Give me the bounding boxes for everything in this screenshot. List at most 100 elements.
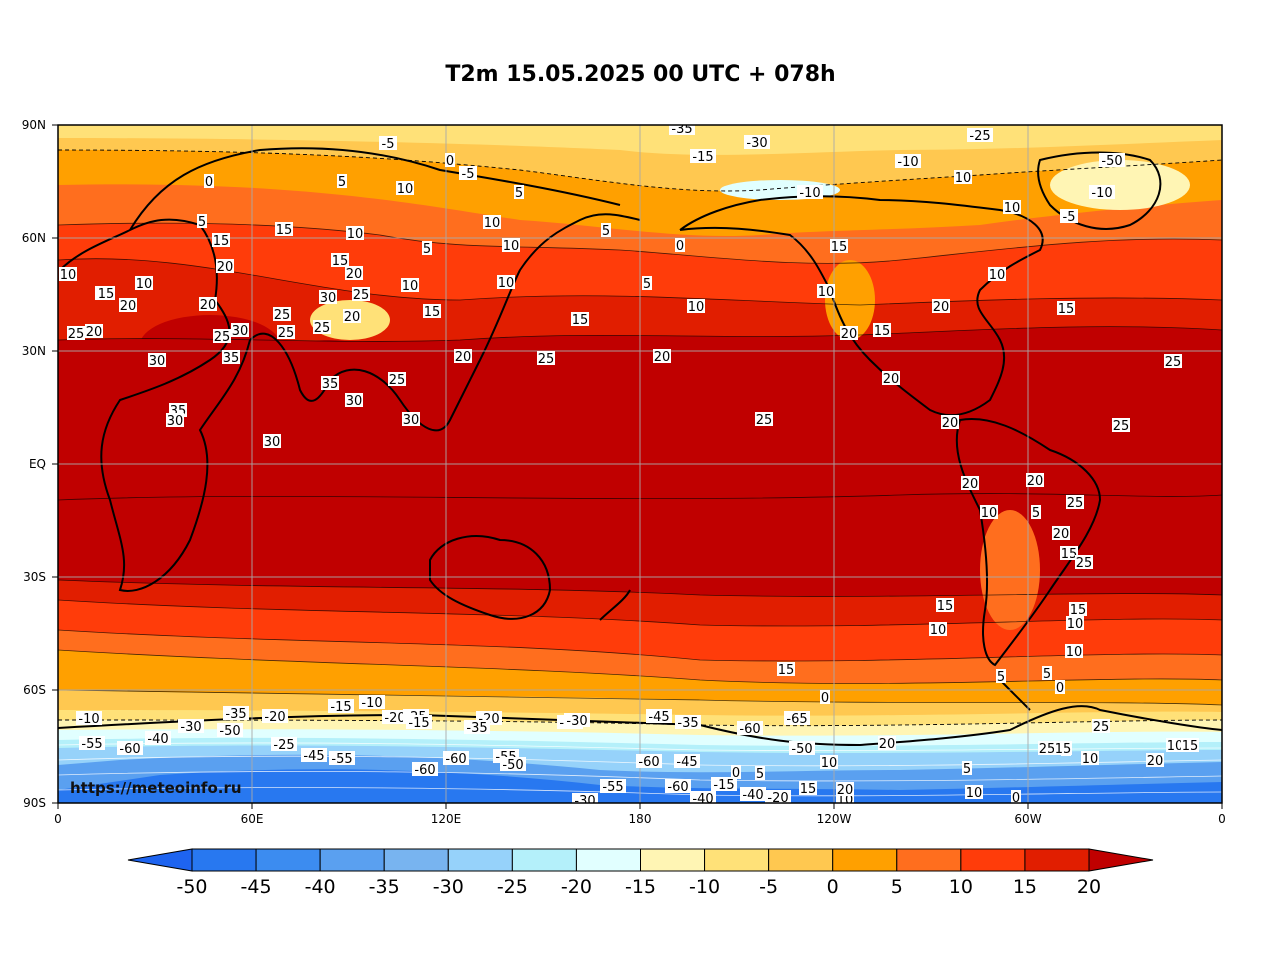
contour-value-label: -15: [692, 150, 713, 165]
contour-label-background: [737, 721, 763, 735]
contour-value-label: 20: [455, 350, 472, 365]
contour-label-background: [514, 185, 524, 199]
contour-value-label: 35: [223, 351, 240, 366]
contour-value-label: 0: [732, 766, 740, 781]
contour-value-label: -30: [566, 714, 587, 729]
colorbar-swatch: [704, 848, 770, 872]
contour-value-label: 15: [1070, 603, 1087, 618]
contour-value-label: 10: [989, 268, 1006, 283]
contour-value-label: -35: [225, 707, 246, 722]
contour-label-background: [965, 785, 983, 799]
contour-label-background: [882, 371, 900, 385]
contour-value-label: 30: [167, 414, 184, 429]
contour-value-label: 15: [332, 254, 349, 269]
contour-label-background: [359, 695, 385, 709]
contour-value-label: 15: [1055, 742, 1072, 757]
contour-value-label: -35: [466, 721, 487, 736]
lat-label: 60N: [21, 231, 46, 245]
contour-label-background: [820, 690, 830, 704]
contour-label-background: [352, 287, 370, 301]
colorbar-swatch: [1024, 848, 1090, 872]
contour-value-label: 15: [276, 223, 293, 238]
contour-label-background: [690, 791, 716, 803]
contour-label-background: [1166, 738, 1184, 752]
contour-label-background: [653, 349, 671, 363]
contour-value-label: 15: [874, 324, 891, 339]
contour-value-label: 25: [214, 330, 231, 345]
contour-value-label: 20: [942, 416, 959, 431]
contour-label-background: [836, 782, 854, 796]
contour-value-label: 25: [1165, 355, 1182, 370]
contour-value-label: -15: [408, 716, 429, 731]
contour-value-label: 15: [98, 287, 115, 302]
contour-value-label: 10: [837, 793, 854, 808]
contour-value-label: -15: [330, 700, 351, 715]
contour-value-label: -5: [382, 137, 395, 152]
contour-label-background: [674, 754, 700, 768]
contour-label-background: [537, 351, 555, 365]
contour-label-background: [388, 372, 406, 386]
contour-label-background: [731, 765, 741, 779]
contour-value-label: 30: [232, 324, 249, 339]
contour-value-label: 20: [217, 260, 234, 275]
contour-value-label: -65: [786, 712, 807, 727]
contour-label-background: [765, 790, 791, 803]
contour-label-background: [572, 793, 598, 803]
colorbar-swatch: [768, 848, 834, 872]
contour-label-background: [483, 215, 501, 229]
contour-value-label: -30: [180, 720, 201, 735]
colorbar-min-arrow: [127, 848, 193, 872]
contour-label-background: [755, 412, 773, 426]
contour-value-label: -10: [1091, 186, 1112, 201]
contour-value-label: -55: [81, 737, 102, 752]
lat-label: EQ: [28, 457, 46, 471]
lon-label: 120E: [430, 812, 462, 826]
colorbar-tick-label: -5: [759, 876, 779, 898]
contour-value-label: 5: [423, 242, 431, 257]
contour-label-background: [396, 181, 414, 195]
colorbar-swatch: [383, 848, 449, 872]
contour-label-background: [59, 267, 77, 281]
contour-value-label: 20: [841, 327, 858, 342]
contour-label-background: [962, 761, 972, 775]
contour-value-label: -50: [791, 742, 812, 757]
contour-label-background: [76, 711, 102, 725]
lat-label: 30N: [21, 344, 46, 358]
contour-value-label: 10: [930, 623, 947, 638]
contour-value-label: -25: [969, 129, 990, 144]
contour-value-label: 10: [498, 276, 515, 291]
contour-label-background: [830, 239, 848, 253]
contour-label-background: [321, 376, 339, 390]
contour-label-background: [1038, 741, 1056, 755]
contour-label-background: [145, 731, 171, 745]
contour-label-background: [217, 723, 243, 737]
contour-value-label: -40: [742, 788, 763, 803]
contour-label-background: [817, 284, 835, 298]
contour-label-background: [445, 153, 455, 167]
contour-value-label: 25: [1067, 496, 1084, 511]
contour-value-label: -40: [147, 732, 168, 747]
colorbar-max-arrow: [1088, 848, 1154, 872]
contour-value-label: 15: [1182, 739, 1199, 754]
lat-label: 60S: [23, 683, 46, 697]
watermark-link[interactable]: https://meteoinfo.ru: [70, 779, 242, 797]
contour-label-background: [1066, 616, 1084, 630]
contour-value-label: 15: [778, 663, 795, 678]
contour-value-label: 10: [1082, 752, 1099, 767]
contour-label-background: [675, 715, 701, 729]
contour-label-background: [343, 309, 361, 323]
contour-value-label: -10: [78, 712, 99, 727]
contour-value-label: -45: [648, 710, 669, 725]
contour-value-label: 30: [320, 291, 337, 306]
colorbar-tick-label: 0: [826, 876, 839, 898]
contour-value-label: 10: [1167, 739, 1184, 754]
contour-label-background: [216, 259, 234, 273]
contour-label-background: [1057, 301, 1075, 315]
contour-label-background: [600, 779, 626, 793]
colorbar-tick-label: -20: [560, 876, 592, 898]
colorbar-swatch: [896, 848, 962, 872]
contour-label-background: [79, 736, 105, 750]
lat-label: 90S: [23, 796, 46, 810]
contour-value-label: 5: [198, 215, 206, 230]
contour-value-label: 10: [347, 227, 364, 242]
